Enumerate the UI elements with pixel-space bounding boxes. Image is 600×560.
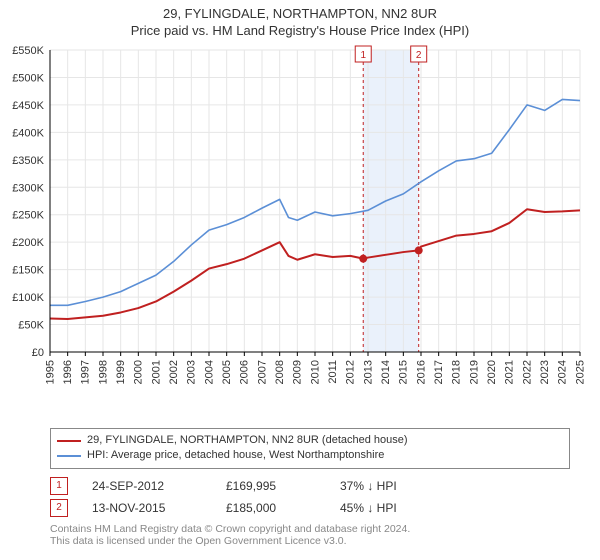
x-tick-label: 2023 bbox=[539, 360, 551, 384]
chart-svg: £0 £50K £100K £150K £200K £250K £300K £350K £400… bbox=[0, 42, 600, 422]
sale-line-marker: 2 bbox=[416, 50, 422, 61]
x-tick-label: 2018 bbox=[451, 360, 463, 384]
x-tick-label: 2016 bbox=[415, 360, 427, 384]
x-tick-label: 2014 bbox=[380, 360, 392, 384]
x-tick-label: 2021 bbox=[504, 360, 516, 384]
legend-row: 29, FYLINGDALE, NORTHAMPTON, NN2 8UR (de… bbox=[57, 433, 563, 448]
sale-date: 24-SEP-2012 bbox=[92, 479, 202, 493]
sale-price: £169,995 bbox=[226, 479, 316, 493]
y-tick-label: £150K bbox=[12, 265, 44, 277]
x-tick-label: 2001 bbox=[150, 360, 162, 384]
title-line-1: 29, FYLINGDALE, NORTHAMPTON, NN2 8UR bbox=[0, 6, 600, 21]
x-tick-label: 2010 bbox=[309, 360, 321, 384]
sale-line-marker: 1 bbox=[360, 50, 366, 61]
y-tick-label: £250K bbox=[12, 210, 44, 222]
x-tick-label: 2020 bbox=[486, 360, 498, 384]
titles: 29, FYLINGDALE, NORTHAMPTON, NN2 8UR Pri… bbox=[0, 0, 600, 42]
x-tick-label: 2019 bbox=[468, 360, 480, 384]
y-tick-label: £200K bbox=[12, 237, 44, 249]
x-tick-label: 2004 bbox=[203, 360, 215, 384]
y-tick-label: £50K bbox=[18, 320, 44, 332]
footer: Contains HM Land Registry data © Crown c… bbox=[50, 523, 570, 547]
sale-hpi: 37% ↓ HPI bbox=[340, 479, 440, 493]
sales-table: 1 24-SEP-2012 £169,995 37% ↓ HPI 2 13-NOV-201… bbox=[50, 475, 570, 519]
x-tick-label: 2017 bbox=[433, 360, 445, 384]
legend-label: HPI: Average price, detached house, West… bbox=[87, 448, 384, 463]
x-tick-label: 2022 bbox=[521, 360, 533, 384]
x-tick-label: 2009 bbox=[292, 360, 304, 384]
x-tick-label: 1995 bbox=[44, 360, 56, 384]
y-tick-label: £300K bbox=[12, 182, 44, 194]
legend: 29, FYLINGDALE, NORTHAMPTON, NN2 8UR (de… bbox=[50, 428, 570, 469]
legend-swatch bbox=[57, 455, 81, 457]
y-tick-label: £100K bbox=[12, 292, 44, 304]
x-tick-label: 2012 bbox=[345, 360, 357, 384]
x-tick-label: 1997 bbox=[80, 360, 92, 384]
y-tick-label: £0 bbox=[32, 347, 44, 359]
x-tick-label: 2008 bbox=[274, 360, 286, 384]
x-tick-label: 2002 bbox=[168, 360, 180, 384]
x-tick-label: 1999 bbox=[115, 360, 127, 384]
x-tick-label: 1996 bbox=[62, 360, 74, 384]
chart: £0 £50K £100K £150K £200K £250K £300K £350K £400… bbox=[0, 42, 600, 422]
x-tick-label: 2006 bbox=[239, 360, 251, 384]
x-tick-label: 2003 bbox=[186, 360, 198, 384]
legend-swatch bbox=[57, 440, 81, 442]
footer-line-1: Contains HM Land Registry data © Crown c… bbox=[50, 523, 570, 535]
x-tick-label: 2000 bbox=[133, 360, 145, 384]
x-tick-label: 2024 bbox=[557, 360, 569, 384]
x-tick-label: 2015 bbox=[398, 360, 410, 384]
title-line-2: Price paid vs. HM Land Registry's House … bbox=[0, 23, 600, 38]
sale-marker: 1 bbox=[50, 477, 68, 495]
y-tick-label: £550K bbox=[12, 45, 44, 57]
y-tick-label: £350K bbox=[12, 155, 44, 167]
sale-hpi: 45% ↓ HPI bbox=[340, 501, 440, 515]
sale-row: 2 13-NOV-2015 £185,000 45% ↓ HPI bbox=[50, 497, 570, 519]
y-tick-label: £400K bbox=[12, 127, 44, 139]
legend-label: 29, FYLINGDALE, NORTHAMPTON, NN2 8UR (de… bbox=[87, 433, 408, 448]
x-tick-label: 2005 bbox=[221, 360, 233, 384]
x-tick-label: 2011 bbox=[327, 360, 339, 384]
x-tick-label: 2013 bbox=[362, 360, 374, 384]
x-tick-label: 2007 bbox=[256, 360, 268, 384]
footer-line-2: This data is licensed under the Open Gov… bbox=[50, 535, 570, 547]
sale-date: 13-NOV-2015 bbox=[92, 501, 202, 515]
sale-row: 1 24-SEP-2012 £169,995 37% ↓ HPI bbox=[50, 475, 570, 497]
legend-row: HPI: Average price, detached house, West… bbox=[57, 448, 563, 463]
y-tick-label: £500K bbox=[12, 72, 44, 84]
sale-price: £185,000 bbox=[226, 501, 316, 515]
sale-marker: 2 bbox=[50, 499, 68, 517]
x-tick-label: 2025 bbox=[574, 360, 586, 384]
x-tick-label: 1998 bbox=[97, 360, 109, 384]
y-tick-label: £450K bbox=[12, 100, 44, 112]
